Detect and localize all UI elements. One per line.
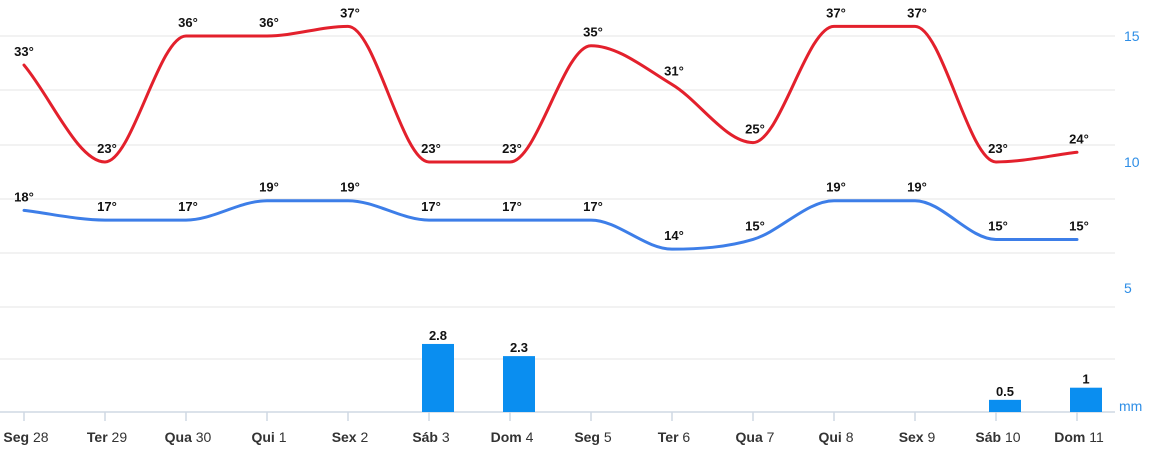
x-tick-weekday: Seg [574,429,600,445]
data-label: 19° [826,180,846,195]
data-label: 17° [178,199,198,214]
data-label: 17° [97,199,117,214]
data-label: 23° [421,141,441,156]
precipitation-bar [422,343,454,412]
bar-value-label: 1 [1082,372,1089,387]
x-tick-label: Qua 7 [736,429,775,445]
data-label: 36° [178,15,198,30]
x-tick-label: Ter 29 [87,429,127,445]
x-tick-weekday: Dom [1054,429,1085,445]
data-label: 19° [907,180,927,195]
data-label: 37° [907,5,927,20]
x-tick-day: 8 [842,429,854,445]
x-tick-label: Qui 8 [818,429,853,445]
series-line-0 [22,24,1079,164]
x-tick-label: Seg 5 [574,429,612,445]
y-tick-label-5: 5 [1124,280,1132,296]
y-axis-unit: mm [1119,398,1142,414]
x-tick-day: 2 [357,429,369,445]
x-tick-label: Sex 2 [332,429,369,445]
x-tick-day: 11 [1085,429,1104,445]
data-label: 37° [826,5,846,20]
data-label: 18° [14,189,34,204]
precipitation-bars [422,343,1102,412]
temperature-lines [22,24,1079,251]
bar-value-label: 2.8 [429,328,447,343]
x-tick-weekday: Seg [3,429,29,445]
x-tick-label: Sáb 10 [975,429,1020,445]
x-tick-weekday: Dom [491,429,522,445]
data-label: 25° [745,122,765,137]
data-label: 33° [14,44,34,59]
x-tick-label: Qua 30 [165,429,212,445]
bar-value-label: 2.3 [510,340,528,355]
x-tick-day: 6 [679,429,691,445]
data-label: 15° [745,218,765,233]
data-label: 36° [259,15,279,30]
x-tick-label: Ter 6 [658,429,691,445]
x-tick-weekday: Qua [736,429,763,445]
data-label: 15° [1069,218,1089,233]
x-tick-weekday: Qui [818,429,841,445]
data-label: 17° [502,199,522,214]
data-label: 23° [502,141,522,156]
x-tick-day: 1 [275,429,287,445]
x-tick-day: 7 [763,429,775,445]
series-line-1 [22,199,1079,251]
data-labels: 33° 23° 36° 36° 37° 23° 23° 35° 31° 25° 37° 37° 23° 2… [14,5,1089,399]
data-label: 17° [583,199,603,214]
x-tick-label: Sáb 3 [412,429,450,445]
x-tick-weekday: Ter [658,429,679,445]
data-label: 14° [664,228,684,243]
x-tick-label: Seg 28 [3,429,48,445]
x-tick-weekday: Qua [165,429,192,445]
x-tick-weekday: Qui [251,429,274,445]
x-tick-day: 9 [924,429,936,445]
x-tick-day: 4 [522,429,534,445]
data-label: 35° [583,25,603,40]
data-label: 23° [988,141,1008,156]
bar-value-label: 0.5 [996,384,1014,399]
x-tick-day: 29 [108,429,128,445]
x-tick-weekday: Sáb [412,429,438,445]
data-label: 15° [988,218,1008,233]
precipitation-bar [503,356,535,412]
x-tick-day: 30 [192,429,212,445]
x-tick-day: 3 [438,429,450,445]
x-tick-day: 5 [600,429,612,445]
x-tick-label: Qui 1 [251,429,286,445]
grid-lines [0,35,1115,413]
data-label: 19° [259,180,279,195]
data-label: 17° [421,199,441,214]
y-tick-label-15: 15 [1124,28,1140,44]
x-tick-weekday: Sáb [975,429,1001,445]
precipitation-bar [989,399,1021,412]
data-label: 23° [97,141,117,156]
x-tick-weekday: Sex [899,429,924,445]
x-tick-weekday: Ter [87,429,108,445]
data-label: 37° [340,5,360,20]
y-tick-label-10: 10 [1124,154,1140,170]
x-tick-day: 28 [29,429,49,445]
x-tick-label: Dom 4 [491,429,534,445]
precipitation-bar [1070,387,1102,412]
x-tick-label: Sex 9 [899,429,936,445]
data-label: 31° [664,63,684,78]
data-label: 19° [340,180,360,195]
y-axis-right: 5 10 15 mm [1119,28,1142,414]
x-tick-day: 10 [1001,429,1021,445]
x-tick-weekday: Sex [332,429,357,445]
x-axis: Seg 28 Ter 29 Qua 30 Qui 1 Sex 2 Sáb 3 Dom 4 Se… [3,412,1104,445]
data-label: 24° [1069,131,1089,146]
x-tick-label: Dom 11 [1054,429,1104,445]
